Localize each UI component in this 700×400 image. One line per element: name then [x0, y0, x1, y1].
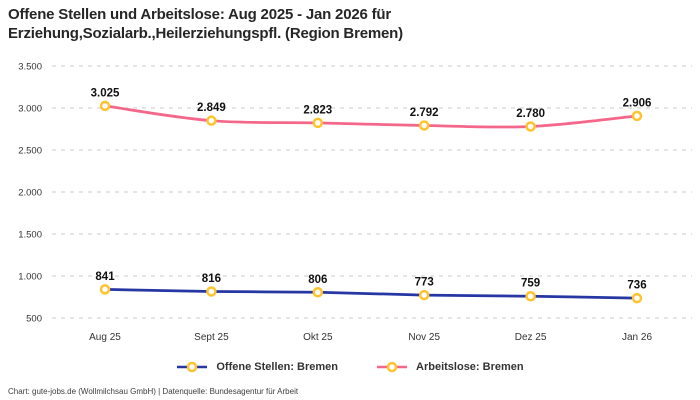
data-point-marker-arbeitslose-bremen[interactable]: [206, 115, 217, 126]
data-point-label: 841: [95, 271, 115, 283]
x-tick-label: Sept 25: [194, 332, 229, 343]
data-point-label: 816: [202, 273, 221, 285]
data-point-label: 2.792: [410, 107, 439, 119]
data-point-label: 2.849: [197, 102, 226, 114]
legend-label: Arbeitslose: Bremen: [416, 361, 524, 373]
data-point-marker-arbeitslose-bremen[interactable]: [525, 121, 536, 132]
data-point-marker-arbeitslose-bremen[interactable]: [99, 100, 111, 112]
data-point-label: 2.780: [516, 108, 545, 120]
y-tick-label: 2.500: [18, 146, 42, 157]
data-point-marker-offene-stellen-bremen[interactable]: [418, 289, 430, 301]
data-point-label: 2.906: [623, 97, 652, 109]
y-tick-label: 2.000: [18, 188, 42, 199]
series-line-offene-stellen-bremen: [103, 287, 639, 300]
chart-legend: Offene Stellen: Bremen Arbeitslose: Breme…: [0, 361, 700, 373]
data-point-marker-offene-stellen-bremen[interactable]: [206, 286, 217, 297]
data-point-label: 3.025: [91, 87, 120, 99]
legend-item-offene-stellen-bremen: Offene Stellen: Bremen: [176, 361, 338, 373]
data-point-marker-arbeitslose-bremen[interactable]: [418, 120, 430, 131]
series-line-arbeitslose-bremen: [103, 104, 639, 129]
data-point-label: 2.823: [303, 104, 332, 116]
y-tick-label: 1.000: [18, 272, 42, 283]
legend-item-arbeitslose-bremen: Arbeitslose: Bremen: [376, 361, 524, 373]
y-tick-label: 3.000: [18, 104, 42, 115]
y-tick-label: 500: [26, 314, 42, 325]
data-point-label: 759: [521, 278, 540, 290]
x-tick-label: Aug 25: [89, 332, 121, 343]
chart-title: Offene Stellen und Arbeitslose: Aug 2025…: [8, 5, 403, 43]
data-point-label: 773: [415, 277, 434, 289]
legend-label: Offene Stellen: Bremen: [216, 361, 339, 373]
data-point-marker-arbeitslose-bremen[interactable]: [312, 117, 324, 129]
chart-title-line1: Offene Stellen und Arbeitslose: Aug 2025…: [8, 6, 391, 23]
y-tick-label: 1.500: [18, 230, 42, 241]
data-point-marker-offene-stellen-bremen[interactable]: [525, 290, 536, 302]
data-point-marker-offene-stellen-bremen[interactable]: [631, 292, 643, 304]
x-tick-label: Dez 25: [515, 332, 547, 343]
chart-title-line2: Erziehung,Sozialarb.,Heilerziehungspfl. …: [8, 25, 403, 42]
legend-swatch-icon: [177, 361, 208, 373]
data-point-label: 806: [308, 274, 327, 286]
data-point-marker-offene-stellen-bremen[interactable]: [312, 287, 324, 298]
chart-credit: Chart: gute-jobs.de (Wollmilchsau GmbH) …: [8, 387, 299, 396]
legend-swatch-icon: [377, 361, 408, 373]
data-point-marker-arbeitslose-bremen[interactable]: [631, 110, 643, 122]
x-tick-label: Okt 25: [303, 332, 333, 343]
x-tick-label: Nov 25: [408, 332, 440, 343]
y-tick-label: 3.500: [18, 62, 42, 73]
data-point-label: 736: [627, 280, 646, 292]
x-tick-label: Jan 26: [622, 332, 652, 343]
data-point-marker-offene-stellen-bremen[interactable]: [99, 284, 111, 295]
